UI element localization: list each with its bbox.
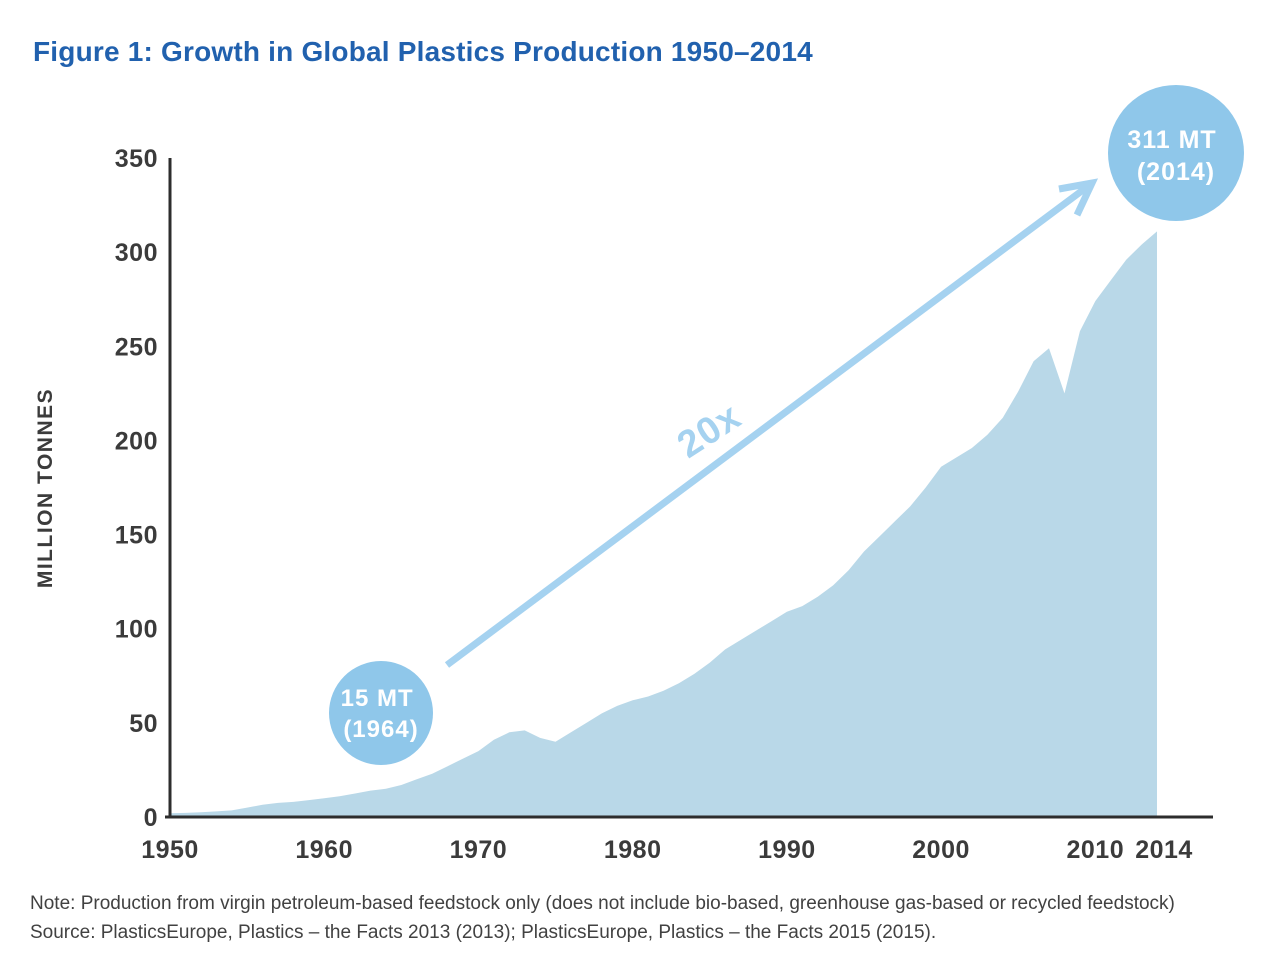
growth-arrow-icon — [444, 178, 1099, 668]
growth-arrow-head — [1058, 178, 1099, 217]
x-tick-label: 1990 — [758, 836, 816, 864]
production-area — [170, 231, 1157, 817]
end-badge: 311 MT (2014) — [1108, 85, 1244, 221]
y-tick-label: 350 — [115, 145, 158, 173]
y-tick-label: 0 — [144, 804, 158, 832]
x-tick-labels: 1950 1960 1970 1980 1990 2000 2010 2014 — [141, 836, 1193, 864]
start-badge: 15 MT (1964) — [329, 661, 433, 765]
source-text: Source: PlasticsEurope, Plastics – the F… — [30, 922, 937, 943]
x-tick-label: 1980 — [604, 836, 662, 864]
y-tick-label: 100 — [115, 616, 158, 644]
x-tick-label: 2000 — [912, 836, 970, 864]
y-tick-label: 150 — [115, 522, 158, 550]
x-tick-label: 2010 — [1066, 836, 1124, 864]
start-badge-text: 15 MT (1964) — [341, 685, 422, 743]
figure-title: Figure 1: Growth in Global Plastics Prod… — [33, 36, 813, 67]
y-tick-label: 50 — [129, 710, 158, 738]
y-axis-title: MILLION TONNES — [34, 388, 57, 588]
note-text: Note: Production from virgin petroleum-b… — [30, 893, 1175, 914]
end-badge-text: 311 MT (2014) — [1127, 126, 1224, 186]
y-tick-label: 250 — [115, 333, 158, 361]
x-tick-label: 1960 — [295, 836, 353, 864]
y-tick-labels: 0 50 100 150 200 250 300 350 — [115, 145, 158, 832]
end-badge-circle — [1108, 85, 1244, 221]
x-tick-label: 1970 — [450, 836, 508, 864]
y-tick-label: 300 — [115, 239, 158, 267]
x-tick-label: 1950 — [141, 836, 199, 864]
growth-multiplier-label: 20x — [670, 395, 749, 466]
start-badge-circle — [329, 661, 433, 765]
growth-arrow-shaft — [444, 181, 1094, 668]
y-tick-label: 200 — [115, 427, 158, 455]
x-tick-label: 2014 — [1135, 836, 1193, 864]
